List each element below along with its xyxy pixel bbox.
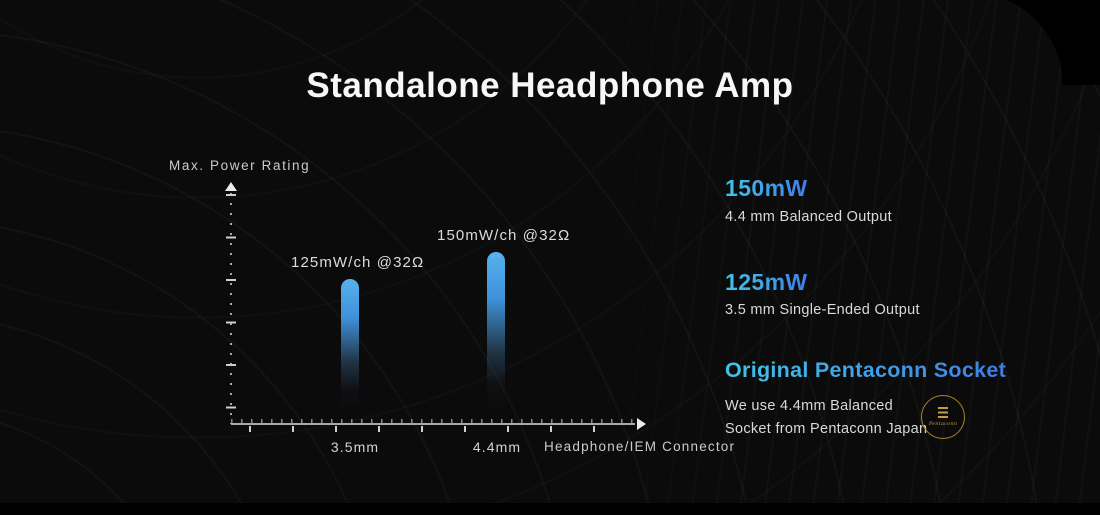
bottom-black-bar — [0, 503, 1100, 515]
spec-desc-150mw: 4.4 mm Balanced Output — [725, 209, 892, 225]
feature-body-line1: We use 4.4mm Balanced — [725, 398, 894, 414]
up-arrow-icon — [225, 182, 237, 191]
x-tick-label-3-5mm: 3.5mm — [330, 439, 380, 455]
x-axis-line — [231, 423, 635, 425]
page-title: Standalone Headphone Amp — [306, 66, 794, 105]
spec-value-125mw: 125mW — [725, 269, 808, 295]
pentaconn-logo-text: Pentaconn — [928, 421, 958, 427]
x-axis-major-ticks — [249, 426, 599, 432]
spec-desc-125mw: 3.5 mm Single-Ended Output — [725, 302, 920, 318]
right-arrow-icon — [637, 418, 646, 430]
top-right-corner-shade — [970, 0, 1100, 85]
bar-3-5mm — [341, 279, 359, 414]
bar-4-4mm — [487, 252, 505, 414]
pentaconn-logo: Pentaconn — [921, 395, 965, 439]
x-tick-label-4-4mm: 4.4mm — [472, 439, 522, 455]
bar-value-label-125mw: 125mW/ch @32Ω — [291, 254, 425, 271]
pentaconn-logo-glyph-icon — [938, 407, 948, 420]
spec-value-150mw: 150mW — [725, 175, 808, 201]
x-axis-minor-ticks — [231, 419, 635, 423]
y-axis-label: Max. Power Rating — [169, 158, 311, 173]
bar-value-label-150mw: 150mW/ch @32Ω — [437, 227, 571, 244]
feature-body-line2: Socket from Pentaconn Japan — [725, 421, 928, 437]
feature-heading: Original Pentaconn Socket — [725, 358, 1007, 382]
y-axis-major-ticks — [226, 194, 236, 410]
background-stripes-texture — [560, 0, 1100, 515]
x-axis-label: Headphone/IEM Connector — [544, 439, 736, 454]
